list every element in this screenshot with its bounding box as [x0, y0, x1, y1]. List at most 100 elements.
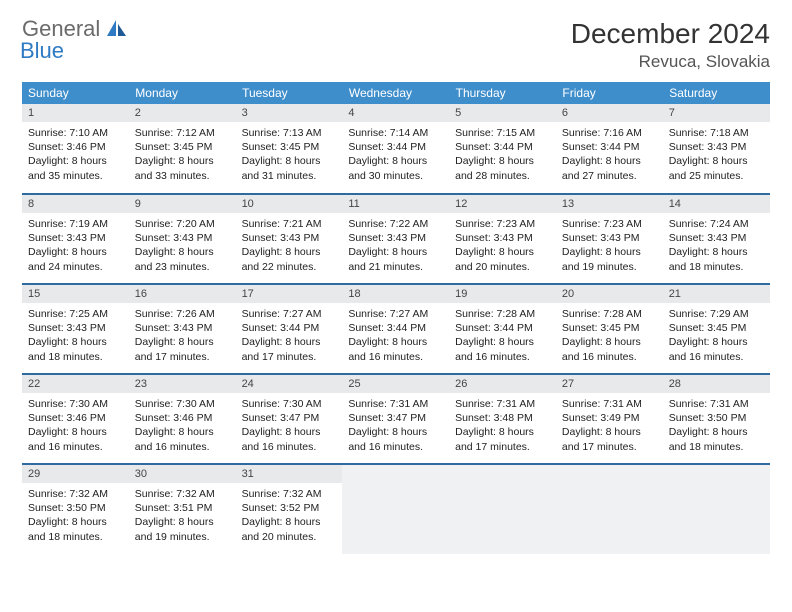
day-number: 8 — [22, 195, 129, 213]
calendar-week-row: 15Sunrise: 7:25 AMSunset: 3:43 PMDayligh… — [22, 284, 770, 374]
sunrise-line: Sunrise: 7:23 AM — [455, 217, 550, 231]
sunset-line: Sunset: 3:45 PM — [669, 321, 764, 335]
daylight-line: Daylight: 8 hours — [348, 245, 443, 259]
day-number: 16 — [129, 285, 236, 303]
calendar-day-cell: 18Sunrise: 7:27 AMSunset: 3:44 PMDayligh… — [342, 284, 449, 374]
day-number: 22 — [22, 375, 129, 393]
calendar-day-cell: 16Sunrise: 7:26 AMSunset: 3:43 PMDayligh… — [129, 284, 236, 374]
day-details: Sunrise: 7:30 AMSunset: 3:47 PMDaylight:… — [236, 393, 343, 460]
day-details: Sunrise: 7:21 AMSunset: 3:43 PMDaylight:… — [236, 213, 343, 280]
day-number: 2 — [129, 104, 236, 122]
day-number: 30 — [129, 465, 236, 483]
calendar-day-cell — [342, 464, 449, 554]
calendar-day-cell: 21Sunrise: 7:29 AMSunset: 3:45 PMDayligh… — [663, 284, 770, 374]
sunset-line: Sunset: 3:50 PM — [28, 501, 123, 515]
calendar-day-cell: 12Sunrise: 7:23 AMSunset: 3:43 PMDayligh… — [449, 194, 556, 284]
day-number: 14 — [663, 195, 770, 213]
day-number: 4 — [342, 104, 449, 122]
daylight-line: and 20 minutes. — [455, 260, 550, 274]
daylight-line: Daylight: 8 hours — [28, 335, 123, 349]
calendar-day-cell — [556, 464, 663, 554]
day-number: 18 — [342, 285, 449, 303]
day-number: 20 — [556, 285, 663, 303]
calendar-day-cell: 28Sunrise: 7:31 AMSunset: 3:50 PMDayligh… — [663, 374, 770, 464]
day-number: 29 — [22, 465, 129, 483]
calendar-day-cell: 17Sunrise: 7:27 AMSunset: 3:44 PMDayligh… — [236, 284, 343, 374]
daylight-line: and 18 minutes. — [28, 530, 123, 544]
sunset-line: Sunset: 3:48 PM — [455, 411, 550, 425]
sunset-line: Sunset: 3:52 PM — [242, 501, 337, 515]
calendar-day-cell: 14Sunrise: 7:24 AMSunset: 3:43 PMDayligh… — [663, 194, 770, 284]
daylight-line: and 16 minutes. — [242, 440, 337, 454]
calendar-day-cell: 25Sunrise: 7:31 AMSunset: 3:47 PMDayligh… — [342, 374, 449, 464]
day-details: Sunrise: 7:23 AMSunset: 3:43 PMDaylight:… — [449, 213, 556, 280]
daylight-line: Daylight: 8 hours — [135, 425, 230, 439]
daylight-line: and 24 minutes. — [28, 260, 123, 274]
calendar-day-cell: 30Sunrise: 7:32 AMSunset: 3:51 PMDayligh… — [129, 464, 236, 554]
daylight-line: Daylight: 8 hours — [28, 245, 123, 259]
calendar-table: Sunday Monday Tuesday Wednesday Thursday… — [22, 82, 770, 554]
sunrise-line: Sunrise: 7:22 AM — [348, 217, 443, 231]
day-details: Sunrise: 7:14 AMSunset: 3:44 PMDaylight:… — [342, 122, 449, 189]
dow-header: Tuesday — [236, 82, 343, 104]
dow-header-row: Sunday Monday Tuesday Wednesday Thursday… — [22, 82, 770, 104]
day-details: Sunrise: 7:31 AMSunset: 3:50 PMDaylight:… — [663, 393, 770, 460]
calendar-day-cell: 11Sunrise: 7:22 AMSunset: 3:43 PMDayligh… — [342, 194, 449, 284]
calendar-day-cell: 1Sunrise: 7:10 AMSunset: 3:46 PMDaylight… — [22, 104, 129, 194]
daylight-line: Daylight: 8 hours — [669, 425, 764, 439]
daylight-line: Daylight: 8 hours — [348, 425, 443, 439]
day-number: 1 — [22, 104, 129, 122]
calendar-day-cell: 3Sunrise: 7:13 AMSunset: 3:45 PMDaylight… — [236, 104, 343, 194]
month-title: December 2024 — [571, 18, 770, 50]
daylight-line: and 18 minutes. — [669, 440, 764, 454]
day-number: 7 — [663, 104, 770, 122]
sunset-line: Sunset: 3:43 PM — [669, 231, 764, 245]
sunset-line: Sunset: 3:43 PM — [562, 231, 657, 245]
day-number: 26 — [449, 375, 556, 393]
sunrise-line: Sunrise: 7:26 AM — [135, 307, 230, 321]
daylight-line: Daylight: 8 hours — [135, 335, 230, 349]
day-details: Sunrise: 7:18 AMSunset: 3:43 PMDaylight:… — [663, 122, 770, 189]
day-details: Sunrise: 7:13 AMSunset: 3:45 PMDaylight:… — [236, 122, 343, 189]
daylight-line: and 16 minutes. — [455, 350, 550, 364]
dow-header: Thursday — [449, 82, 556, 104]
daylight-line: and 23 minutes. — [135, 260, 230, 274]
sunrise-line: Sunrise: 7:27 AM — [242, 307, 337, 321]
sunrise-line: Sunrise: 7:32 AM — [242, 487, 337, 501]
daylight-line: and 28 minutes. — [455, 169, 550, 183]
day-number: 3 — [236, 104, 343, 122]
sunset-line: Sunset: 3:49 PM — [562, 411, 657, 425]
sunset-line: Sunset: 3:44 PM — [562, 140, 657, 154]
daylight-line: Daylight: 8 hours — [28, 425, 123, 439]
daylight-line: and 17 minutes. — [242, 350, 337, 364]
daylight-line: and 16 minutes. — [348, 440, 443, 454]
sunrise-line: Sunrise: 7:31 AM — [348, 397, 443, 411]
header: General Blue December 2024 Revuca, Slova… — [22, 18, 770, 72]
sunrise-line: Sunrise: 7:27 AM — [348, 307, 443, 321]
sunrise-line: Sunrise: 7:23 AM — [562, 217, 657, 231]
sunset-line: Sunset: 3:45 PM — [562, 321, 657, 335]
day-details: Sunrise: 7:24 AMSunset: 3:43 PMDaylight:… — [663, 213, 770, 280]
sunset-line: Sunset: 3:44 PM — [455, 321, 550, 335]
calendar-day-cell: 20Sunrise: 7:28 AMSunset: 3:45 PMDayligh… — [556, 284, 663, 374]
day-details: Sunrise: 7:32 AMSunset: 3:51 PMDaylight:… — [129, 483, 236, 550]
sunrise-line: Sunrise: 7:13 AM — [242, 126, 337, 140]
sunrise-line: Sunrise: 7:31 AM — [562, 397, 657, 411]
day-details: Sunrise: 7:29 AMSunset: 3:45 PMDaylight:… — [663, 303, 770, 370]
calendar-day-cell: 15Sunrise: 7:25 AMSunset: 3:43 PMDayligh… — [22, 284, 129, 374]
daylight-line: and 27 minutes. — [562, 169, 657, 183]
daylight-line: and 21 minutes. — [348, 260, 443, 274]
sunrise-line: Sunrise: 7:32 AM — [28, 487, 123, 501]
sunrise-line: Sunrise: 7:30 AM — [135, 397, 230, 411]
day-details: Sunrise: 7:31 AMSunset: 3:49 PMDaylight:… — [556, 393, 663, 460]
sunset-line: Sunset: 3:44 PM — [348, 140, 443, 154]
sunset-line: Sunset: 3:50 PM — [669, 411, 764, 425]
calendar-week-row: 29Sunrise: 7:32 AMSunset: 3:50 PMDayligh… — [22, 464, 770, 554]
sunrise-line: Sunrise: 7:25 AM — [28, 307, 123, 321]
calendar-day-cell: 26Sunrise: 7:31 AMSunset: 3:48 PMDayligh… — [449, 374, 556, 464]
day-number: 21 — [663, 285, 770, 303]
daylight-line: Daylight: 8 hours — [348, 335, 443, 349]
daylight-line: Daylight: 8 hours — [669, 154, 764, 168]
title-block: December 2024 Revuca, Slovakia — [571, 18, 770, 72]
sunset-line: Sunset: 3:43 PM — [669, 140, 764, 154]
